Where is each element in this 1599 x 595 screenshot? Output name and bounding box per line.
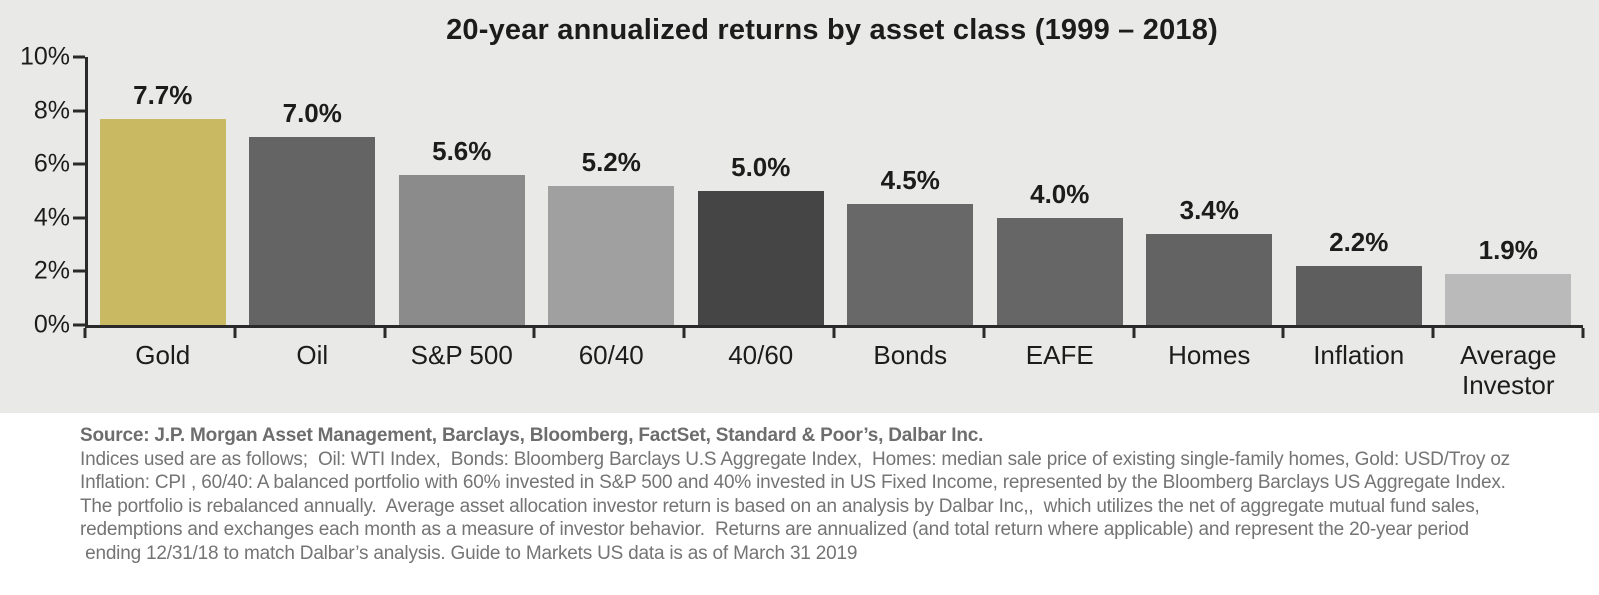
y-tick-mark	[73, 109, 85, 113]
bar	[847, 204, 974, 325]
bar-slot-oil: 7.0% Oil	[238, 57, 388, 370]
x-tick-mark	[233, 328, 237, 338]
x-axis-label: Homes	[1168, 340, 1251, 370]
x-axis-label: 60/40	[578, 340, 644, 370]
x-tick-mark	[982, 328, 986, 338]
source-line: redemptions and exchanges each month as …	[80, 519, 1469, 540]
source-note: Source: J.P. Morgan Asset Management, Ba…	[80, 424, 1589, 565]
y-tick-label: 4%	[33, 203, 70, 232]
bar-value-label: 7.7%	[133, 79, 193, 110]
source-line: Indices used are as follows; Oil: WTI In…	[80, 448, 1510, 470]
x-axis-label: Bonds	[873, 340, 948, 370]
y-tick-mark	[73, 269, 85, 273]
bar-value-label: 1.9%	[1478, 235, 1538, 266]
bar-value-label: 5.6%	[432, 135, 492, 166]
bar	[1445, 274, 1572, 325]
bar-value-label: 4.5%	[880, 165, 940, 196]
y-tick-mark	[73, 323, 85, 327]
bar-slot-s-p-500: 5.6% S&P 500	[387, 57, 537, 370]
x-axis-label: Gold	[135, 340, 191, 370]
bar	[1295, 266, 1422, 325]
bar-slot-average-investor: 1.9% Average Investor	[1434, 57, 1584, 400]
bar	[697, 191, 824, 325]
bar	[398, 174, 525, 325]
bar-value-label: 5.0%	[731, 152, 791, 182]
bar	[548, 185, 675, 325]
bar-slot-gold: 7.7% Gold	[88, 57, 238, 370]
source-line: Inflation: CPI , 60/40: A balanced portf…	[80, 472, 1506, 493]
x-tick-mark	[682, 328, 686, 338]
y-tick-label: 0%	[33, 310, 70, 339]
x-tick-mark	[1431, 328, 1435, 338]
bar-slot-eafe: 4.0% EAFE	[985, 57, 1135, 370]
bar	[996, 217, 1123, 325]
x-tick-mark	[832, 328, 836, 338]
y-tick-label: 10%	[19, 42, 70, 71]
y-axis-labels: 10% 8% 6% 4% 2% 0%	[0, 43, 70, 339]
y-tick-mark	[73, 55, 85, 59]
bar-value-label: 5.2%	[581, 146, 641, 177]
y-tick-label: 2%	[33, 256, 70, 285]
bar	[1146, 233, 1273, 325]
x-axis-label: 40/60	[728, 340, 794, 370]
bar-slot-bonds: 4.5% Bonds	[836, 57, 986, 370]
bar-slot-60-40: 5.2% 60/40	[537, 57, 687, 370]
x-tick-mark	[1281, 328, 1285, 338]
bar-value-label: 7.0%	[282, 98, 342, 129]
x-axis-label: Oil	[296, 340, 329, 370]
x-tick-mark	[383, 328, 387, 338]
chart-title: 20-year annualized returns by asset clas…	[446, 14, 1218, 46]
bar-value-label: 3.4%	[1179, 194, 1239, 225]
x-axis-label: Inflation	[1313, 340, 1405, 370]
source-line: ending 12/31/18 to match Dalbar’s analys…	[80, 542, 858, 564]
x-axis-ticks	[83, 328, 1585, 338]
bar-slot-40-60: 5.0% 40/60	[686, 57, 836, 370]
x-tick-mark	[1132, 328, 1136, 338]
x-axis-label: Average Investor	[1460, 340, 1557, 400]
x-axis-label: S&P 500	[410, 340, 513, 370]
y-tick-label: 8%	[33, 96, 70, 125]
plot-area: 7.7% Gold 7.0% Oil 5.6% S&P 500 5.2% 60/40 5.0% 4…	[85, 57, 1584, 400]
y-tick-mark	[73, 162, 85, 166]
x-tick-mark	[83, 328, 87, 338]
bar	[99, 118, 226, 325]
source-line: Source: J.P. Morgan Asset Management, Ba…	[80, 425, 984, 446]
x-tick-mark	[1581, 328, 1585, 338]
bar-slot-homes: 3.4% Homes	[1135, 57, 1285, 370]
chart-panel: 20-year annualized returns by asset clas…	[0, 0, 1599, 413]
y-tick-mark	[73, 216, 85, 220]
source-line: The portfolio is rebalanced annually. Av…	[80, 495, 1480, 517]
y-tick-label: 6%	[33, 149, 70, 178]
bar-value-label: 2.2%	[1329, 227, 1389, 258]
x-tick-mark	[532, 328, 536, 338]
x-axis-label: EAFE	[1025, 340, 1094, 370]
bar	[249, 137, 376, 325]
bar-slot-inflation: 2.2% Inflation	[1284, 57, 1434, 370]
bar-value-label: 4.0%	[1030, 178, 1090, 209]
